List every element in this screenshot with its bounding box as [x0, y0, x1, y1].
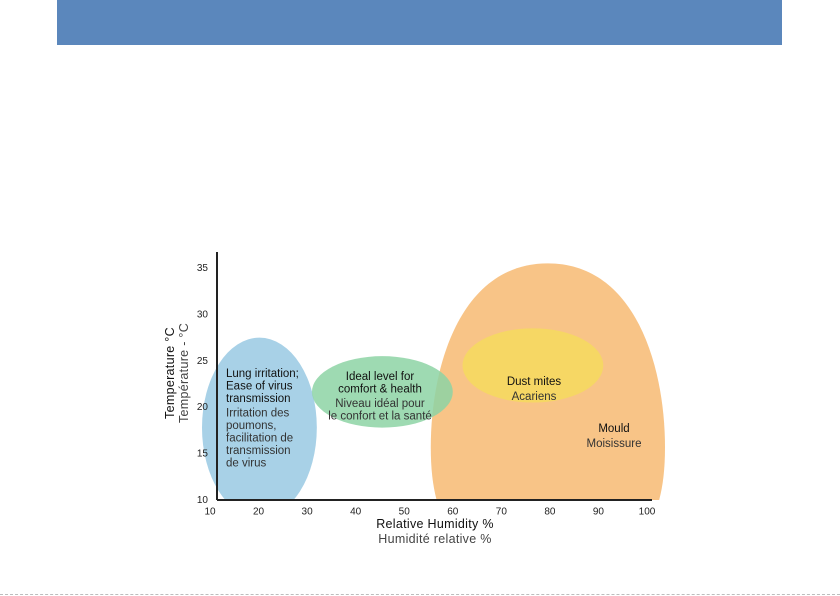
- y-axis-label-fr: Température - °C: [177, 323, 191, 423]
- zone-group: [202, 263, 665, 500]
- x-axis-label: Relative Humidity %: [376, 517, 494, 531]
- x-tick-label: 80: [544, 506, 556, 517]
- y-tick-label: 30: [197, 309, 209, 320]
- axes-group: [216, 252, 652, 501]
- zone-label-mould: Mould: [598, 423, 629, 435]
- y-tick-label: 15: [197, 449, 209, 460]
- zone-label-fr-lung: facilitation de: [226, 433, 293, 445]
- zone-label-lung: transmission: [226, 393, 291, 405]
- zone-label-lung: Ease of virus: [226, 381, 293, 393]
- zone-label-fr-mites: Acariens: [512, 391, 557, 403]
- zone-label-fr-lung: poumons,: [226, 420, 277, 432]
- y-axis-label: Temperature °C: [163, 327, 177, 419]
- zone-ideal: [311, 356, 453, 428]
- zone-lung-irritation: [202, 337, 317, 500]
- y-tick-label: 20: [197, 402, 209, 413]
- zone-label-fr-mould: Moisissure: [587, 438, 642, 450]
- tick-labels-group: 10 20 30 40 50 60 70 80 90 100 10 15 20 25 30 35: [197, 263, 656, 517]
- zone-label-lung: Lung irritation;: [226, 368, 299, 380]
- x-tick-label: 70: [496, 506, 508, 517]
- x-tick-label: 100: [639, 506, 656, 517]
- zone-label-ideal: Ideal level for: [346, 371, 415, 383]
- zone-dust-mites: [462, 328, 604, 403]
- x-tick-label: 10: [204, 506, 216, 517]
- x-tick-label: 60: [447, 506, 459, 517]
- zone-label-ideal: comfort & health: [338, 384, 422, 396]
- y-tick-label: 25: [197, 356, 209, 367]
- x-tick-label: 50: [399, 506, 411, 517]
- footer-divider: [0, 594, 840, 595]
- zone-label-fr-ideal: Niveau idéal pour: [335, 398, 425, 410]
- x-tick-label: 90: [593, 506, 605, 517]
- y-tick-label: 10: [197, 495, 209, 506]
- x-tick-label: 30: [302, 506, 314, 517]
- x-tick-label: 40: [350, 506, 362, 517]
- zone-label-fr-lung: transmission: [226, 445, 291, 457]
- x-axis-label-fr: Humidité relative %: [378, 532, 491, 546]
- zone-label-mites: Dust mites: [507, 376, 562, 388]
- zone-label-fr-lung: de virus: [226, 458, 267, 470]
- y-tick-label: 35: [197, 263, 209, 274]
- zone-label-fr-ideal: le confort et la santé: [328, 411, 432, 423]
- zone-labels-group: Lung irritation;Ease of virustransmissio…: [226, 368, 641, 470]
- zone-label-fr-lung: Irritation des: [226, 408, 290, 420]
- header-banner: [57, 0, 782, 45]
- x-tick-label: 20: [253, 506, 265, 517]
